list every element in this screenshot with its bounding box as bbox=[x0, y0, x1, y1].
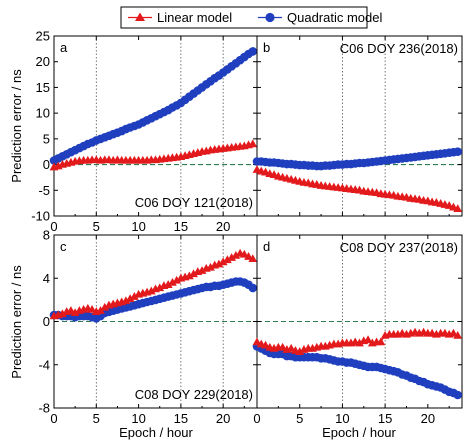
linear-model-point bbox=[189, 269, 198, 278]
x-tick-label: 20 bbox=[421, 411, 435, 426]
x-axis-label-right: Epoch / hour bbox=[322, 425, 396, 440]
panel-label: c bbox=[60, 239, 67, 254]
legend: Linear model Quadratic model bbox=[120, 6, 382, 29]
y-tick-label: 8 bbox=[43, 228, 50, 243]
x-tick-label: 20 bbox=[216, 219, 230, 234]
linear-model-point bbox=[146, 286, 156, 295]
linear-model-point bbox=[453, 204, 463, 212]
quadratic-model-point bbox=[453, 147, 463, 156]
linear-model-point bbox=[96, 306, 105, 314]
y-tick-label: -8 bbox=[38, 401, 50, 416]
linear-model-point bbox=[172, 275, 182, 284]
x-tick-label: 0 bbox=[253, 411, 260, 426]
panel-annotation: C08 DOY 229(2018) bbox=[135, 387, 253, 402]
y-tick-label: 25 bbox=[36, 29, 50, 44]
linear-model-point bbox=[155, 283, 165, 292]
y-axis-label-bottom: Prediction error / ns bbox=[9, 265, 24, 379]
panel-annotation: C08 DOY 237(2018) bbox=[340, 240, 458, 255]
x-tick-label: 15 bbox=[174, 411, 188, 426]
x-axis-label-left: Epoch / hour bbox=[119, 425, 193, 440]
linear-model-point bbox=[184, 271, 194, 280]
linear-model-point bbox=[121, 296, 131, 305]
quadratic-model-point bbox=[453, 390, 463, 400]
linear-model-point bbox=[218, 257, 228, 266]
y-tick-label: 4 bbox=[43, 271, 50, 286]
x-tick-label: 5 bbox=[296, 411, 303, 426]
panel-a: 0 5 10 15 20 -10 -5 0 5 10 15 20 25 a C06 DOY 121(2018… bbox=[31, 29, 258, 234]
linear-model-point bbox=[227, 253, 237, 261]
y-tick-label: -4 bbox=[38, 357, 50, 372]
panel-annotation: C06 DOY 236(2018) bbox=[340, 41, 458, 56]
y-tick-label: 5 bbox=[43, 131, 50, 146]
panel-label: b bbox=[263, 40, 270, 55]
linear-model-point bbox=[100, 302, 110, 311]
linear-model-point bbox=[231, 250, 241, 259]
quadratic-model-point bbox=[248, 283, 258, 293]
panel-c: 0 5 10 15 20 -8 -4 0 4 8c C08 DOY 229(2018) bbox=[38, 228, 258, 426]
panel-b: b C06 DOY 236(2018) bbox=[252, 35, 463, 217]
x-tick-label: 5 bbox=[93, 411, 100, 426]
panel-annotation: C06 DOY 121(2018) bbox=[135, 195, 253, 210]
legend-box bbox=[120, 6, 368, 29]
linear-model-point bbox=[248, 254, 258, 262]
linear-model-point bbox=[125, 294, 135, 302]
x-tick-label: 10 bbox=[335, 411, 349, 426]
linear-model-point bbox=[453, 330, 463, 339]
linear-model-point bbox=[197, 266, 207, 274]
y-tick-label: 10 bbox=[36, 106, 50, 121]
linear-model-point bbox=[206, 262, 215, 271]
legend-linear-label: Linear model bbox=[157, 10, 232, 25]
x-tick-label: 15 bbox=[378, 411, 392, 426]
linear-model-point bbox=[214, 259, 224, 268]
linear-model-point bbox=[295, 347, 305, 355]
y-tick-label: 0 bbox=[43, 157, 50, 172]
panel-label: d bbox=[263, 239, 270, 254]
x-tick-label: 20 bbox=[216, 411, 230, 426]
plot-frame bbox=[53, 35, 258, 217]
linear-model-point bbox=[222, 255, 232, 264]
panel-label: a bbox=[60, 40, 68, 55]
x-tick-label: 5 bbox=[93, 219, 100, 234]
y-tick-label: 15 bbox=[36, 80, 50, 95]
linear-model-point bbox=[355, 338, 364, 347]
linear-model-point bbox=[58, 309, 67, 318]
x-tick-label: 10 bbox=[131, 411, 145, 426]
plot-frame bbox=[256, 35, 463, 217]
legend-quadratic-label: Quadratic model bbox=[287, 10, 382, 25]
y-tick-label: -10 bbox=[31, 209, 50, 224]
legend-linear-marker bbox=[135, 12, 145, 21]
y-tick-label: 0 bbox=[43, 314, 50, 329]
linear-model-point bbox=[70, 308, 80, 317]
linear-model-point bbox=[248, 139, 258, 148]
panel-d: 0 5 10 15 20 d C08 DOY 237(2018) bbox=[252, 234, 463, 426]
x-tick-label: 0 bbox=[50, 219, 57, 234]
y-tick-label: 20 bbox=[36, 54, 50, 69]
linear-model-point bbox=[129, 292, 139, 300]
y-axis-label-top: Prediction error / ns bbox=[9, 69, 24, 183]
quadratic-model-point bbox=[248, 47, 258, 56]
x-tick-label: 15 bbox=[174, 219, 188, 234]
legend-quadratic-marker bbox=[265, 12, 275, 23]
y-tick-label: -5 bbox=[38, 183, 50, 198]
x-tick-label: 0 bbox=[50, 411, 57, 426]
x-tick-label: 10 bbox=[131, 219, 145, 234]
linear-model-point bbox=[168, 277, 177, 286]
linear-model-point bbox=[363, 335, 373, 344]
linear-model-point bbox=[163, 280, 173, 288]
linear-model-point bbox=[376, 337, 386, 346]
